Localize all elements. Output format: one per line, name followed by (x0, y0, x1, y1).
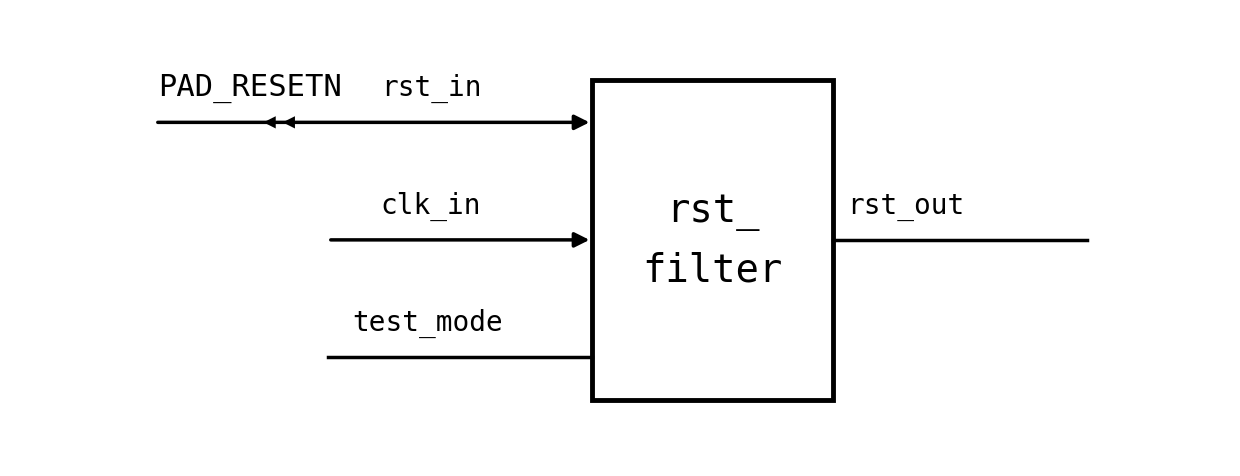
Bar (593, 81, 832, 400)
Text: rst_out: rst_out (847, 192, 965, 220)
Text: filter: filter (642, 251, 782, 288)
Text: PAD_RESETN: PAD_RESETN (157, 74, 342, 103)
Text: clk_in: clk_in (381, 191, 481, 220)
Text: rst_in: rst_in (381, 74, 481, 103)
Text: rst_: rst_ (666, 192, 759, 230)
Text: test_mode: test_mode (352, 308, 502, 337)
